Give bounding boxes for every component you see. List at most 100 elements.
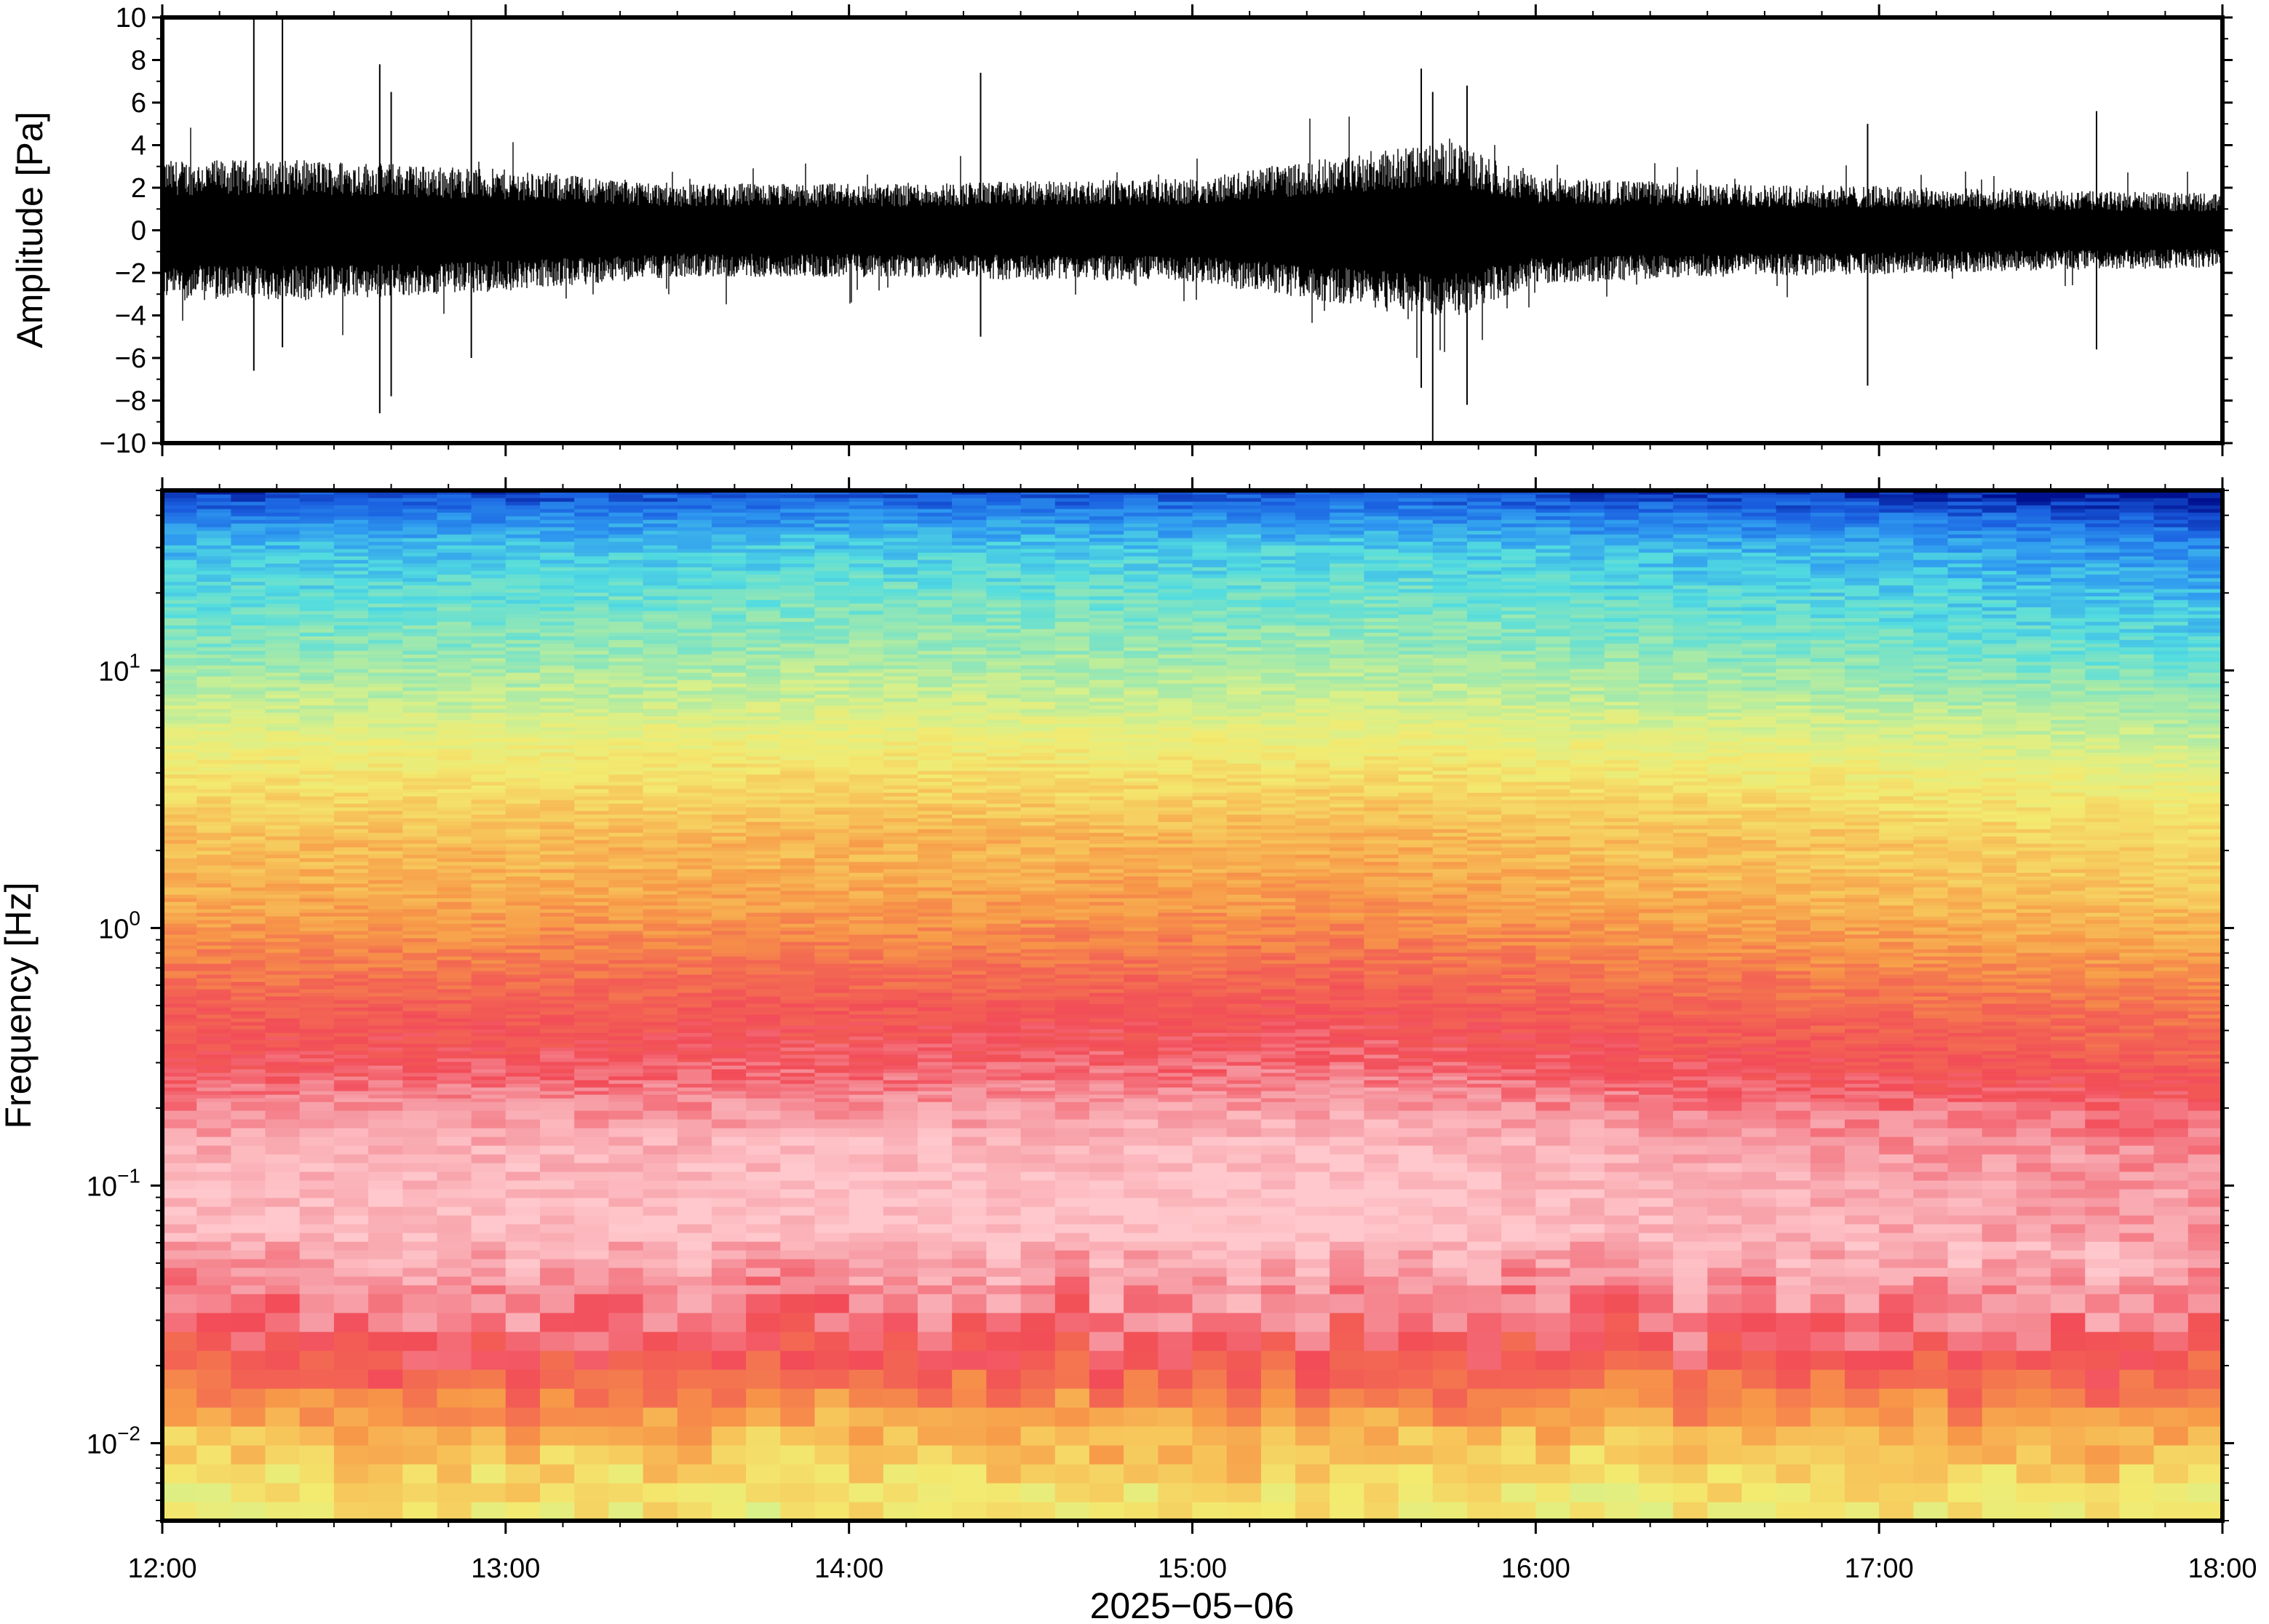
spectrogram-cell [540, 1036, 575, 1040]
spectrogram-cell [780, 1083, 816, 1088]
spectrogram-cell [402, 585, 438, 589]
waveform-y-tick-label: −2 [115, 258, 146, 289]
spectrogram-cell [231, 949, 266, 953]
spectrogram-cell [162, 832, 197, 837]
spectrogram-cell [299, 541, 335, 546]
spectrogram-cell [814, 1036, 850, 1040]
spectrogram-cell [265, 814, 301, 819]
spectrogram-cell [746, 723, 782, 728]
spectrogram-cell [711, 1040, 747, 1044]
spectrogram-cell [540, 1076, 575, 1080]
spectrogram-cell [643, 1215, 678, 1225]
spectrogram-cell [780, 942, 816, 946]
spectrogram-cell [505, 749, 541, 753]
spectrogram-cell [780, 650, 816, 655]
spectrogram-cell [368, 672, 404, 677]
spectrogram-cell [368, 1058, 404, 1062]
spectrogram-cell [643, 1018, 678, 1022]
spectrogram-cell [231, 894, 266, 899]
spectrogram-cell [849, 1029, 884, 1033]
spectrogram-cell [265, 1018, 301, 1022]
spectrogram-cell [677, 1102, 712, 1111]
spectrogram-cell [299, 760, 335, 764]
spectrogram-cell [437, 945, 472, 950]
spectrogram-cell [437, 847, 472, 851]
spectrogram-cell [471, 1313, 506, 1332]
spectrogram-cell [505, 1007, 541, 1011]
spectrogram-cell [368, 687, 404, 691]
spectrogram-cell [505, 905, 541, 909]
spectrogram-cell [574, 738, 610, 742]
spectrogram-cell [918, 1040, 953, 1044]
spectrogram-cell [814, 552, 850, 557]
spectrogram-cell [711, 1332, 747, 1351]
spectrogram-cell [333, 1332, 369, 1351]
spectrogram-cell [231, 920, 266, 924]
spectrogram-cell [368, 680, 404, 684]
spectrogram-cell [574, 800, 610, 804]
spectrogram-cell [643, 665, 678, 669]
spectrogram-cell [333, 680, 369, 684]
spectrogram-cell [162, 901, 197, 906]
spectrogram-cell [231, 636, 266, 640]
spectrogram-cell [162, 956, 197, 960]
spectrogram-cell [265, 1080, 301, 1084]
spectrogram-cell [814, 1043, 850, 1048]
spectrogram-cell [402, 1022, 438, 1026]
spectrogram-cell [505, 516, 541, 520]
spectrogram-cell [952, 956, 988, 960]
spectrogram-cell [162, 934, 197, 939]
spectrogram-cell [849, 556, 884, 560]
spectrogram-cell [333, 781, 369, 786]
spectrogram-cell [952, 607, 988, 611]
spectrogram-cell [574, 785, 610, 789]
spectrogram-cell [746, 603, 782, 608]
spectrogram-cell [196, 556, 232, 560]
spectrogram-cell [333, 501, 369, 506]
spectrogram-cell [231, 1069, 266, 1073]
spectrogram-cell [402, 578, 438, 582]
spectrogram-cell [574, 923, 610, 928]
spectrogram-cell [986, 1483, 1022, 1502]
spectrogram-cell [162, 985, 197, 990]
spectrogram-cell [608, 1407, 644, 1427]
spectrogram-cell [196, 1137, 232, 1146]
spectrogram-cell [849, 956, 884, 960]
spectrogram-cell [540, 1369, 575, 1389]
spectrogram-cell [231, 1083, 266, 1088]
spectrogram-cell [883, 1080, 918, 1084]
spectrogram-cell [677, 545, 712, 549]
spectrogram-cell [196, 1032, 232, 1037]
spectrogram-cell [711, 1032, 747, 1037]
spectrogram-cell [883, 843, 918, 848]
spectrogram-cell [162, 978, 197, 982]
spectrogram-cell [162, 1119, 197, 1129]
spectrogram-cell [299, 1076, 335, 1080]
spectrogram-cell [849, 1065, 884, 1070]
spectrogram-cell [814, 1076, 850, 1080]
spectrogram-cell [952, 1022, 988, 1026]
spectrogram-cell [814, 1025, 850, 1030]
spectrogram-cell [711, 538, 747, 542]
spectrogram-cell [814, 1083, 850, 1088]
spectrogram-cell [196, 1072, 232, 1077]
spectrogram-cell [299, 1091, 335, 1095]
spectrogram-cell [402, 701, 438, 706]
spectrogram-cell [265, 603, 301, 608]
spectrogram-cell [780, 494, 816, 498]
spectrogram-cell [231, 658, 266, 662]
spectrogram-cell [849, 767, 884, 771]
spectrogram-cell [677, 709, 712, 713]
spectrogram-cell [471, 963, 506, 968]
spectrogram-cell [265, 1083, 301, 1088]
spectrogram-cell [608, 781, 644, 786]
spectrogram-cell [265, 807, 301, 811]
spectrogram-cell [471, 771, 506, 775]
spectrogram-cell [711, 949, 747, 953]
spectrogram-cell [505, 1407, 541, 1427]
spectrogram-cell [746, 1388, 782, 1408]
spectrogram-cell [505, 1241, 541, 1251]
spectrogram-cell [849, 814, 884, 819]
spectrogram-cell [849, 636, 884, 640]
spectrogram-cell [471, 909, 506, 913]
